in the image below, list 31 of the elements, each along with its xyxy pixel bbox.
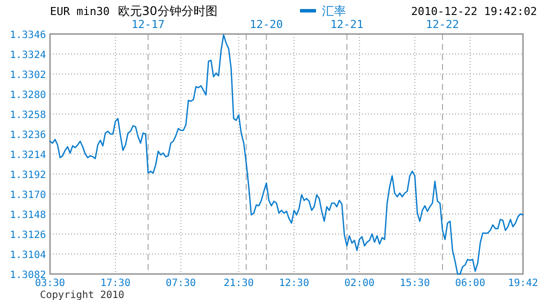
y-tick-label: 1.3214 [10,150,46,161]
chart-subtitle: 欧元30分钟分时图 [118,4,218,18]
x-tick-label: 07:30 [166,278,196,289]
y-tick-label: 1.3148 [10,210,46,221]
chart-title: EUR min30 [50,5,110,18]
line-series [49,34,524,275]
text: 12-22 [426,18,460,31]
text: Copyright 2010 [40,290,124,300]
y-tick-label: 1.3192 [10,170,46,181]
x-tick-label: 02:00 [344,278,375,289]
y-tick-label: 1.3104 [10,250,46,261]
legend-label: 汇率 [322,4,346,18]
text: 12-20 [250,18,283,31]
y-tick-label: 1.3258 [10,110,46,121]
y-tick-label: 1.3170 [10,190,46,201]
x-tick-label: 19:42 [508,278,538,289]
x-tick-label: 21:30 [224,278,254,289]
y-tick-label: 1.3324 [10,50,46,61]
x-tick-label: 12:30 [278,278,310,289]
text: 12-17 [132,18,165,31]
y-tick-label: 1.3126 [10,230,46,241]
x-tick-label: 03:30 [34,278,66,289]
y-tick-label: 1.3302 [10,70,46,81]
y-tick-label: 1.3236 [10,130,46,141]
text: 2010-12-22 19:42:02 [411,5,537,18]
x-tick-label: 06:00 [455,278,486,289]
x-tick-label: 15:30 [400,278,430,289]
x-tick-label: 17:30 [100,278,130,289]
y-tick-label: 1.3280 [10,90,46,101]
text: 12-21 [330,18,364,31]
y-tick-label: 1.3346 [10,30,46,41]
